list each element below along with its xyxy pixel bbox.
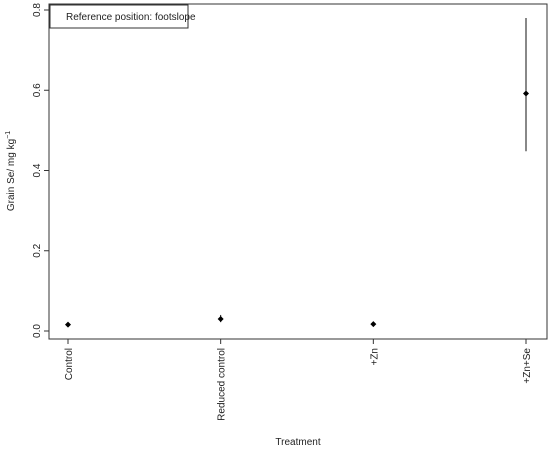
y-axis-title-exponent: −1 (5, 131, 12, 139)
x-tick-label: +Zn+Se (522, 348, 533, 384)
y-tick-label: 0.2 (32, 243, 43, 257)
y-axis-title-main: Grain Se/ mg kg (6, 139, 17, 211)
data-point (523, 90, 529, 97)
plot-frame (48, 3, 548, 340)
y-tick-label: 0.6 (32, 83, 43, 97)
data-point (65, 321, 71, 328)
legend-box: Reference position: footslope (49, 4, 196, 29)
x-axis: Control Reduced control +Zn +Zn+Se (64, 339, 533, 421)
data-point (217, 315, 224, 322)
y-axis: 0.0 0.2 0.4 0.6 0.8 (32, 3, 49, 338)
x-tick-label: Reduced control (217, 348, 228, 421)
y-tick-label: 0.4 (32, 163, 43, 177)
data-point (370, 321, 377, 328)
x-tick-label: Control (64, 348, 75, 380)
y-axis-title: Grain Se/ mg kg−1 (5, 131, 17, 211)
x-tick-label: +Zn (369, 348, 380, 366)
x-axis-title: Treatment (275, 437, 320, 448)
data-points (65, 18, 529, 328)
legend-text: Reference position: footslope (66, 12, 196, 23)
y-tick-label: 0.8 (32, 3, 43, 17)
y-tick-label: 0.0 (32, 324, 43, 338)
